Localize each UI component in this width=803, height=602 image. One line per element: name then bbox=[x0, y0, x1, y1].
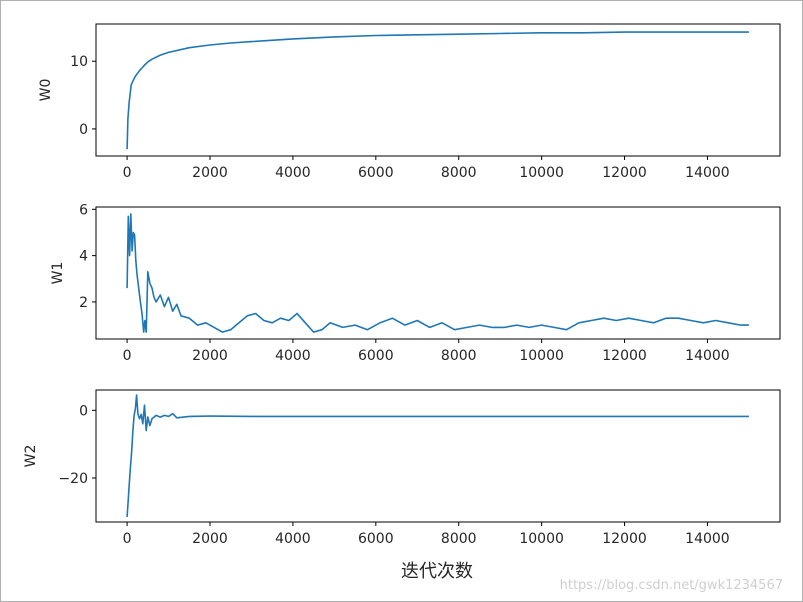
x-tick-label: 0 bbox=[123, 348, 132, 364]
x-tick-label: 6000 bbox=[358, 531, 394, 547]
x-tick-label: 10000 bbox=[519, 531, 564, 547]
axes-frame bbox=[95, 23, 781, 157]
x-tick-label: 6000 bbox=[358, 165, 394, 181]
y-axis-title-w2: W2 bbox=[23, 445, 39, 468]
x-tick-label: 10000 bbox=[519, 165, 564, 181]
x-tick-label: 8000 bbox=[441, 531, 477, 547]
y-tick-label: −20 bbox=[58, 471, 88, 487]
x-tick-label: 2000 bbox=[192, 165, 228, 181]
x-tick-label: 14000 bbox=[685, 531, 730, 547]
y-tick-label: 2 bbox=[79, 295, 88, 311]
x-tick-label: 4000 bbox=[275, 531, 311, 547]
y-axis-title-w0: W0 bbox=[38, 79, 54, 102]
y-axis-title-w1: W1 bbox=[50, 262, 66, 285]
x-tick-label: 2000 bbox=[192, 531, 228, 547]
watermark-text: https://blog.csdn.net/gwk1234567 bbox=[560, 578, 783, 593]
series-line-w2 bbox=[126, 394, 749, 517]
x-axis-title: 迭代次数 bbox=[401, 561, 473, 582]
subplot-w2: 0 2000 4000 6000 8000 10000 12000 14000 −20 0 W2 bbox=[23, 389, 781, 547]
y-tick-label: 0 bbox=[79, 403, 88, 419]
subplot-w0: 0 2000 4000 6000 8000 10000 12000 14000 0 10 W0 bbox=[38, 23, 781, 181]
x-tick-label: 14000 bbox=[685, 348, 730, 364]
axes-frame bbox=[95, 206, 781, 340]
x-tick-label: 4000 bbox=[275, 348, 311, 364]
y-tick-label: 0 bbox=[79, 122, 88, 138]
axes-frame bbox=[95, 389, 781, 523]
x-tick-label: 8000 bbox=[441, 348, 477, 364]
x-tick-label: 12000 bbox=[602, 165, 647, 181]
x-tick-label: 14000 bbox=[685, 165, 730, 181]
x-tick-label: 12000 bbox=[602, 531, 647, 547]
y-tick-label: 4 bbox=[79, 249, 88, 265]
subplot-w1: 0 2000 4000 6000 8000 10000 12000 14000 2 4 6 W1 bbox=[50, 202, 781, 364]
x-tick-label: 10000 bbox=[519, 348, 564, 364]
x-tick-label: 8000 bbox=[441, 165, 477, 181]
x-tick-label: 2000 bbox=[192, 348, 228, 364]
x-tick-label: 0 bbox=[123, 165, 132, 181]
x-tick-label: 12000 bbox=[602, 348, 647, 364]
series-line-w1 bbox=[126, 213, 749, 333]
x-tick-label: 0 bbox=[123, 531, 132, 547]
y-tick-label: 10 bbox=[70, 54, 88, 70]
y-tick-label: 6 bbox=[79, 202, 88, 218]
x-tick-label: 6000 bbox=[358, 348, 394, 364]
x-tick-label: 4000 bbox=[275, 165, 311, 181]
series-line-w0 bbox=[126, 31, 749, 150]
